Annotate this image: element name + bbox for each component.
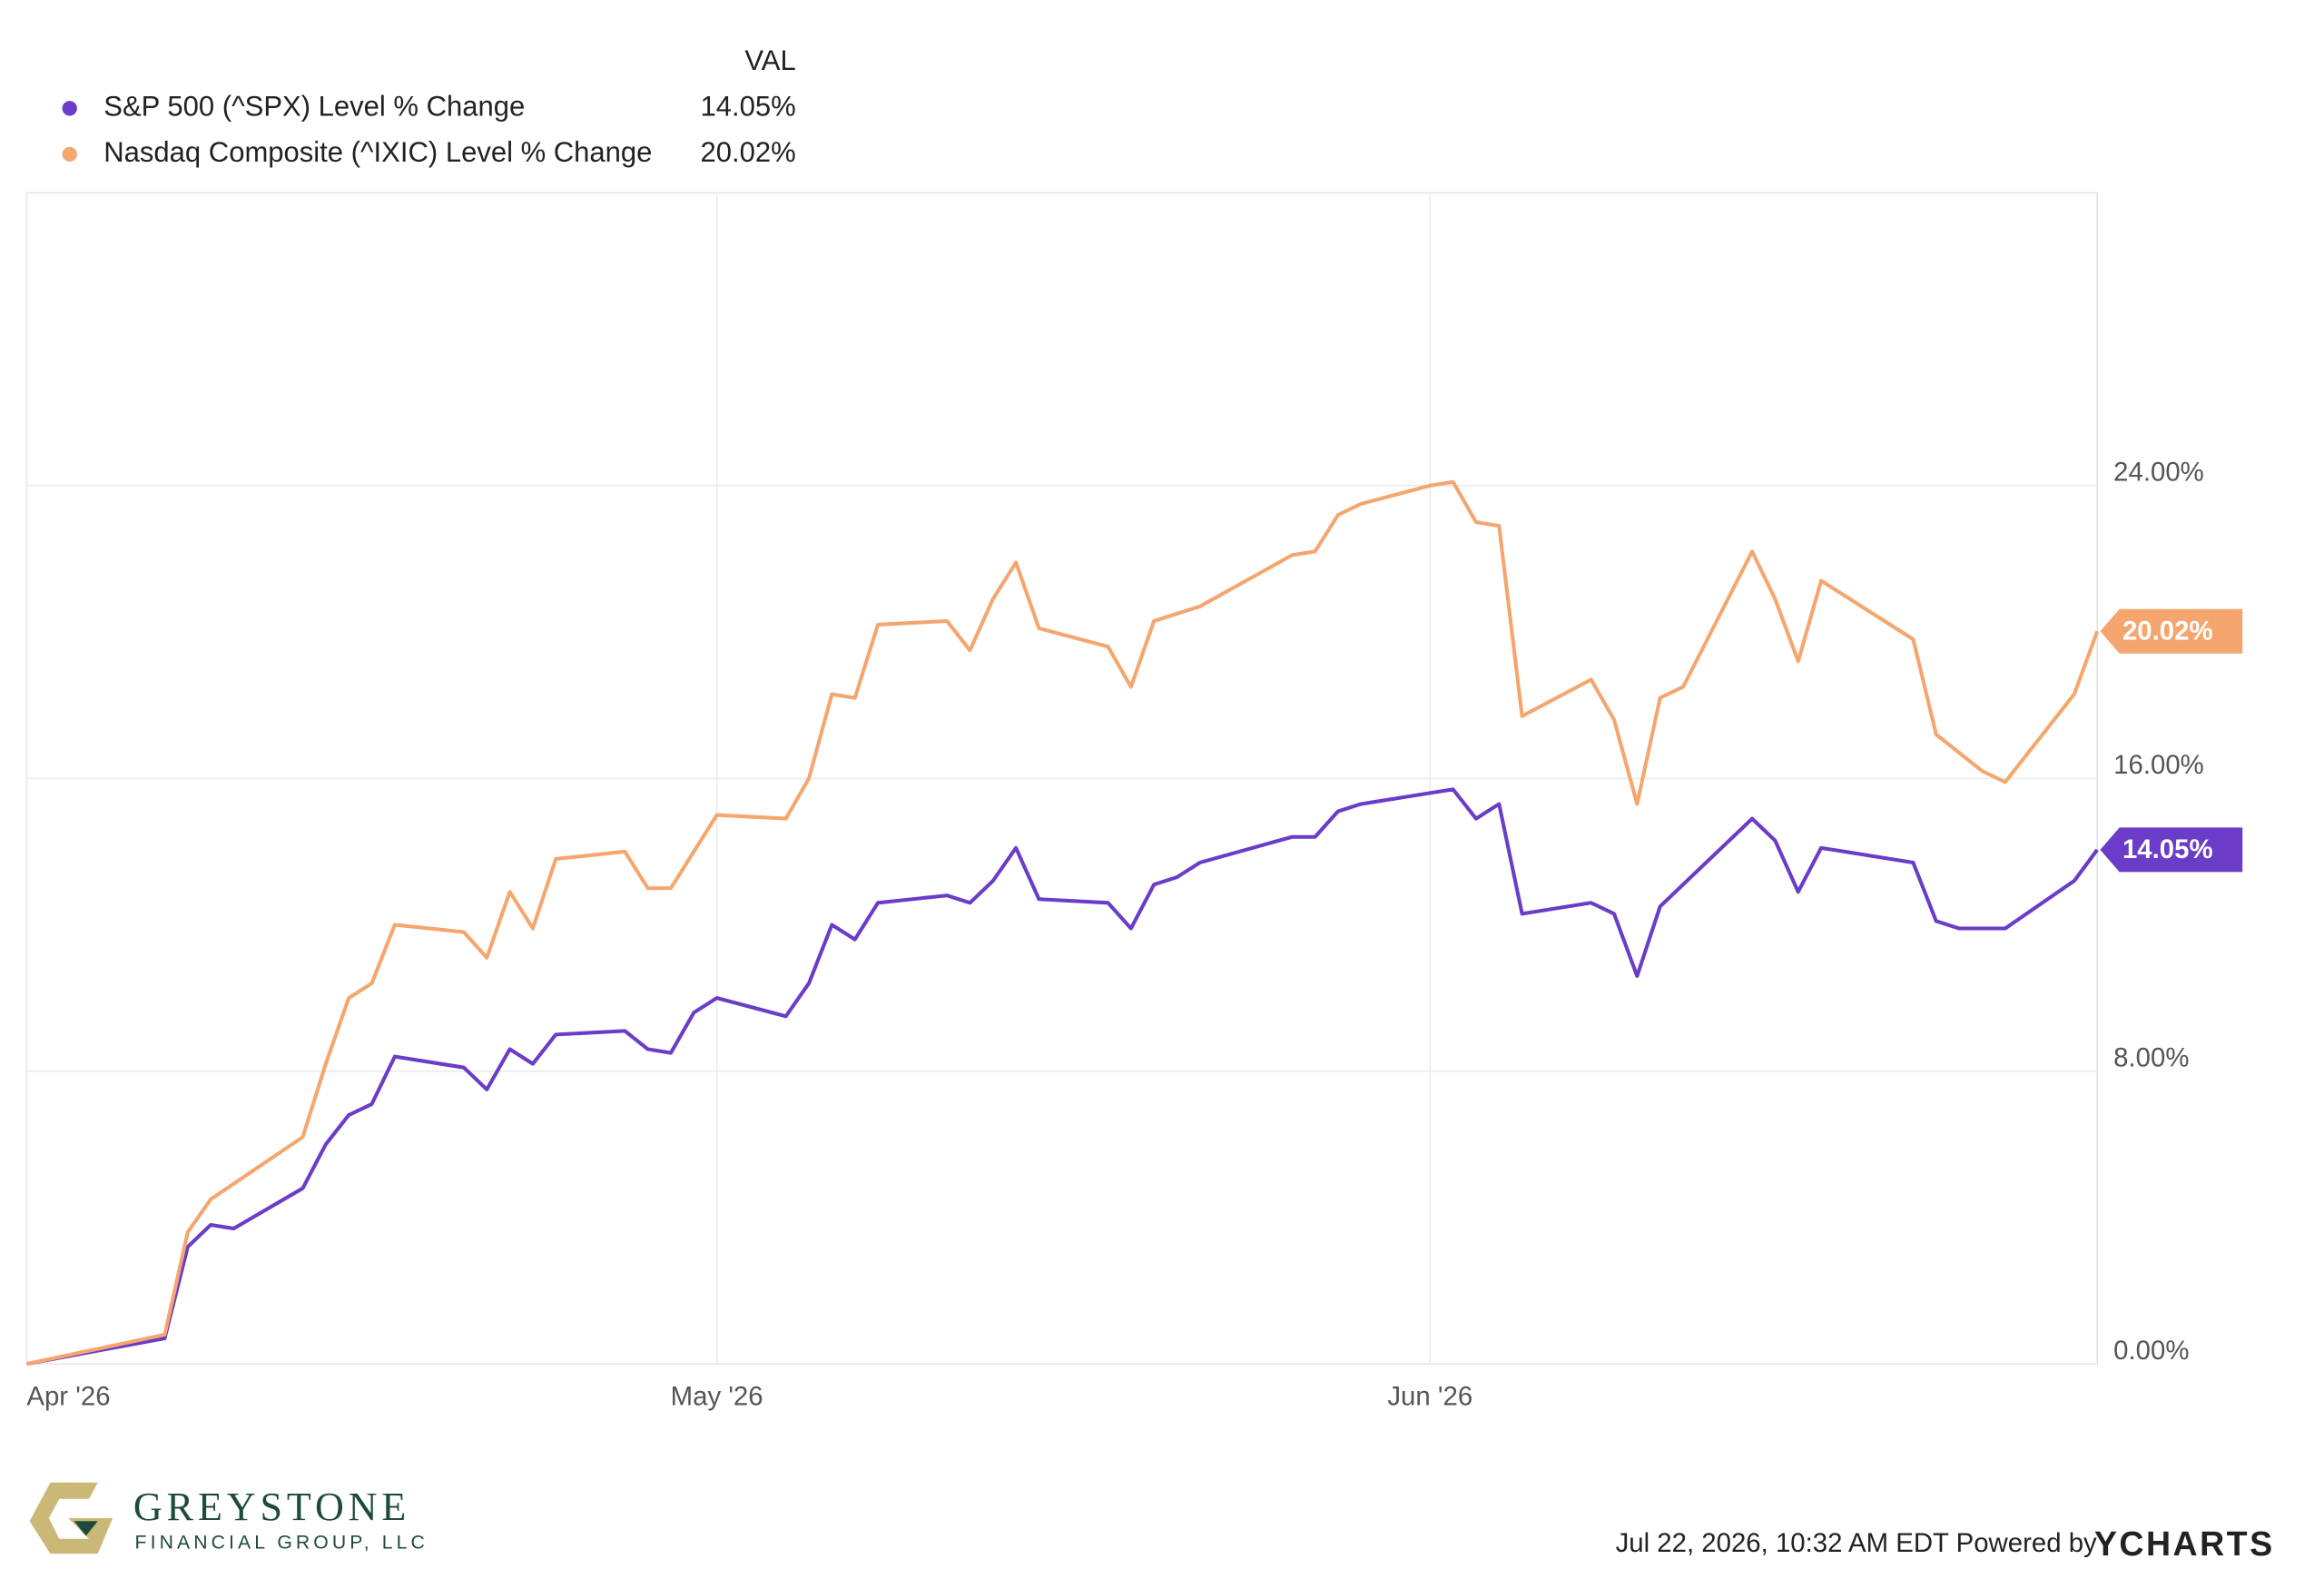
legend-label: Nasdaq Composite (^IXIC) Level % Change xyxy=(103,136,652,168)
logo: GREYSTONE FINANCIAL GROUP, LLC xyxy=(29,1482,428,1554)
legend-marker xyxy=(62,101,77,116)
y-tick-label: 24.00% xyxy=(2113,458,2204,488)
y-tick-label: 0.00% xyxy=(2113,1336,2189,1366)
logo-mark xyxy=(74,1521,98,1536)
x-tick-label: May '26 xyxy=(671,1381,763,1411)
end-tag-label: 14.05% xyxy=(2122,834,2213,864)
legend-value: 14.05% xyxy=(701,90,796,122)
logo-name: GREYSTONE xyxy=(133,1485,410,1529)
logo-subtitle: FINANCIAL GROUP, LLC xyxy=(135,1532,428,1553)
footer-timestamp: Jul 22, 2026, 10:32 AM EDT Powered by xyxy=(1616,1528,2097,1558)
line xyxy=(25,479,2100,1367)
logo-mark xyxy=(29,1482,98,1554)
legend-value: 20.02% xyxy=(701,136,796,168)
legend-label: S&P 500 (^SPX) Level % Change xyxy=(103,90,525,122)
line xyxy=(26,787,2099,1367)
end-tag xyxy=(2100,608,2243,654)
end-tag-label: 20.02% xyxy=(2122,617,2213,646)
legend-marker xyxy=(62,146,77,163)
y-tick-label: 8.00% xyxy=(2113,1042,2189,1072)
legend-header: VAL xyxy=(744,44,795,76)
x-tick-label: Jun '26 xyxy=(1387,1381,1472,1411)
footer-brand: YCHARTS xyxy=(2094,1525,2275,1563)
end-tag xyxy=(2100,827,2243,873)
x-tick-label: Apr '26 xyxy=(26,1381,110,1411)
y-tick-label: 16.00% xyxy=(2113,750,2204,780)
